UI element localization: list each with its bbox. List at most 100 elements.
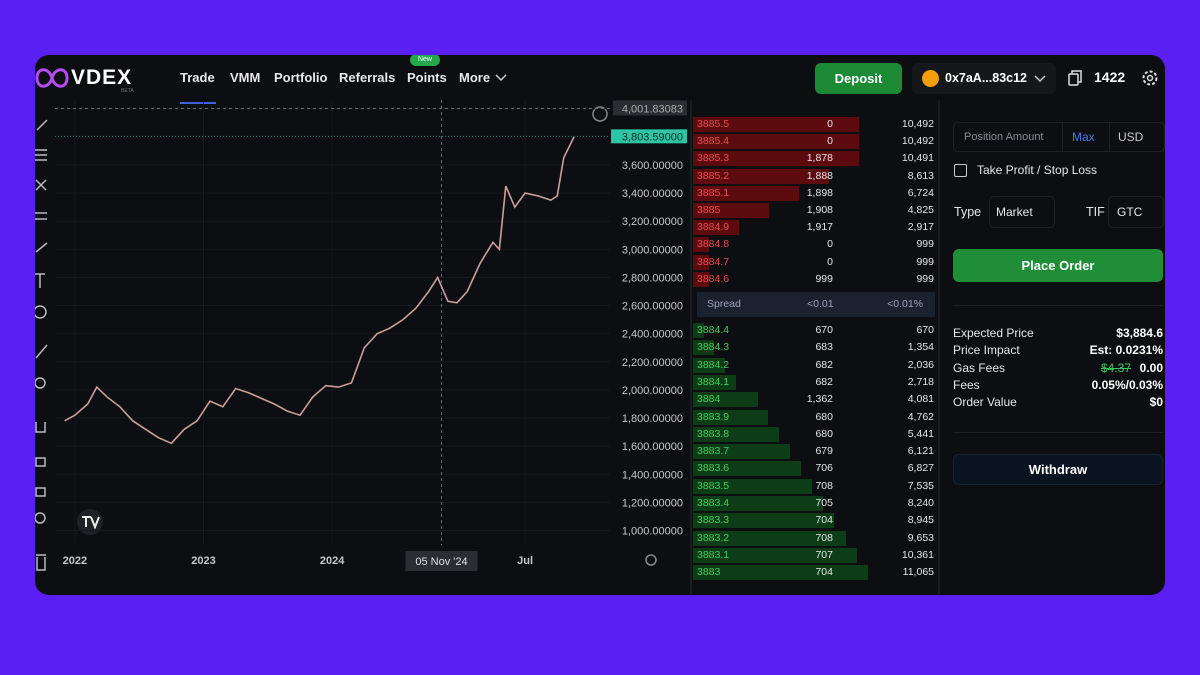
nav-referrals[interactable]: Referrals — [339, 70, 396, 85]
size: 0 — [827, 238, 833, 251]
nav-more[interactable]: More — [459, 70, 491, 85]
spread-value: <0.01 — [807, 298, 834, 310]
price: 3885.1 — [697, 186, 730, 199]
tif-label: TIF — [1086, 205, 1105, 219]
price: 3883.3 — [697, 514, 730, 527]
depth-bar — [693, 220, 740, 236]
copy-icon[interactable] — [1068, 70, 1082, 86]
size: 706 — [815, 462, 833, 475]
order-row: 3885.2 1,888 8,613 — [693, 168, 938, 185]
nav-portfolio[interactable]: Portfolio — [274, 70, 328, 85]
tool-icon[interactable] — [36, 119, 48, 131]
y-tick-label: 3,200.00000 — [622, 216, 683, 228]
y-tick-label: 1,400.00000 — [622, 469, 683, 481]
size: 680 — [815, 427, 833, 440]
max-button[interactable]: Max — [1072, 130, 1095, 144]
total: 5,441 — [907, 427, 934, 440]
size: 704 — [815, 514, 833, 527]
price-line — [64, 136, 575, 445]
total: 6,724 — [907, 186, 934, 199]
depth-bar — [693, 254, 709, 270]
total: 6,121 — [907, 445, 934, 458]
x-tick-label: Jul — [517, 555, 533, 567]
settings-icon[interactable] — [645, 554, 657, 566]
price: 3883.2 — [697, 531, 730, 544]
logo-icon — [35, 68, 69, 88]
price: 3883.1 — [697, 548, 730, 561]
total: 2,036 — [907, 358, 934, 371]
nav-points[interactable]: Points — [407, 70, 447, 85]
order-row: 3884.1 682 2,718 — [693, 374, 938, 391]
tool-icon[interactable] — [35, 377, 46, 389]
copy-shape — [1068, 73, 1079, 86]
separator — [953, 305, 1163, 306]
y-tick-label: 3,600.00000 — [622, 160, 683, 172]
tool-icon[interactable] — [35, 212, 47, 220]
tool-icon[interactable] — [35, 344, 48, 359]
total: 10,491 — [901, 152, 934, 165]
amount-box[interactable]: Position Amount Max USD — [953, 122, 1165, 152]
tool-icon[interactable] — [35, 273, 45, 288]
order-row: 3884.7 0 999 — [693, 254, 938, 271]
order-row: 3885.1 1,898 6,724 — [693, 185, 938, 202]
wallet-pill[interactable]: 0x7aA...83c12 — [912, 63, 1056, 94]
tool-icon[interactable] — [35, 512, 46, 524]
tool-icon[interactable] — [35, 422, 46, 433]
chevron-path — [1034, 75, 1046, 83]
tool-icon[interactable] — [35, 179, 47, 191]
order-row: 3883.8 680 5,441 — [693, 426, 938, 443]
depth-bar — [693, 117, 859, 132]
logo-tag: BETA — [121, 88, 134, 94]
tool-icon[interactable] — [35, 242, 48, 253]
y-tick-label: 2,800.00000 — [622, 272, 683, 284]
order-row: 3884.9 1,917 2,917 — [693, 219, 938, 236]
type-value: Market — [996, 205, 1033, 219]
crosshair-price-label: 4,001.83083 — [622, 103, 683, 115]
y-tick-label: 1,000.00000 — [622, 526, 683, 538]
detail-value: 0.05%/0.03% — [1091, 377, 1163, 392]
price: 3884.9 — [697, 221, 730, 234]
size: 683 — [815, 341, 833, 354]
logo-text: VDEX — [71, 66, 133, 89]
nav-vmm[interactable]: VMM — [230, 70, 261, 85]
price-chart: 1,000.00000 1,200.00000 1,400.00000 1,600.0… — [35, 100, 687, 571]
total: 9,653 — [907, 531, 934, 544]
depth-bar — [693, 478, 813, 494]
tool-icon[interactable] — [36, 554, 46, 571]
deposit-button[interactable]: Deposit — [815, 63, 902, 94]
chevron — [1034, 75, 1046, 83]
price: 3883.9 — [697, 410, 730, 423]
tool-icon[interactable] — [35, 487, 46, 497]
y-tick-label: 3,000.00000 — [622, 244, 683, 256]
price: 3884.2 — [697, 358, 730, 371]
place-order-button[interactable]: Place Order — [953, 249, 1163, 282]
total: 7,535 — [907, 479, 934, 492]
depth-bar — [693, 496, 824, 511]
order-row: 3885 1,908 4,825 — [693, 202, 938, 219]
depth-bar — [693, 357, 726, 373]
order-row: 3884.2 682 2,036 — [693, 357, 938, 374]
order-row: 3884 1,362 4,081 — [693, 391, 938, 408]
detail-value: $0 — [1149, 395, 1163, 410]
total: 10,492 — [901, 118, 934, 130]
tool-icon[interactable] — [35, 149, 47, 161]
settings-icon[interactable] — [1141, 69, 1159, 87]
order-row: 3883.2 708 9,653 — [693, 530, 938, 547]
nav-trade[interactable]: Trade — [180, 70, 215, 85]
screenshot-icon[interactable] — [592, 106, 608, 122]
total: 10,361 — [901, 548, 934, 561]
price: 3884.4 — [697, 324, 730, 336]
tp-sl-checkbox[interactable] — [954, 164, 967, 177]
tool-icon[interactable] — [35, 305, 47, 319]
depth-bar — [693, 185, 800, 201]
order-row: 3885.4 0 10,492 — [693, 133, 938, 150]
type-select[interactable]: Market — [989, 196, 1055, 228]
currency-select[interactable]: USD — [1118, 130, 1144, 144]
price: 3885.4 — [697, 135, 730, 148]
tool-icon[interactable] — [35, 457, 46, 467]
tif-select[interactable]: GTC — [1108, 196, 1164, 228]
spread-row: Spread <0.01 <0.01% — [697, 292, 935, 317]
withdraw-button[interactable]: Withdraw — [953, 454, 1163, 485]
size: 682 — [815, 358, 833, 371]
